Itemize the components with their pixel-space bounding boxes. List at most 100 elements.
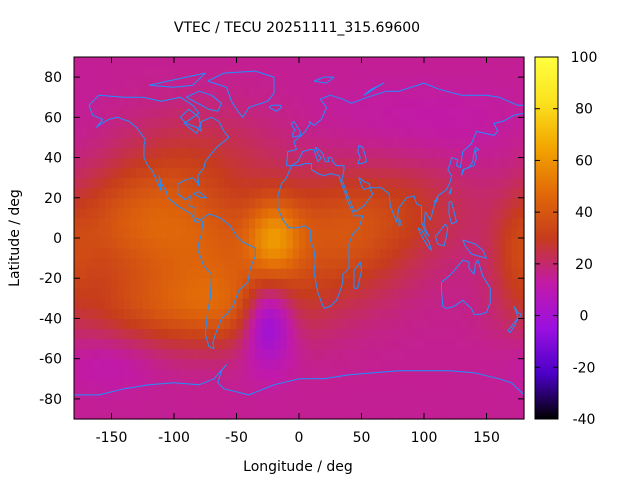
- heatmap-cell: [117, 77, 125, 88]
- heatmap-cell: [380, 388, 388, 400]
- heatmap-cell: [336, 217, 344, 229]
- heatmap-cell: [236, 77, 244, 88]
- heatmap-cell: [261, 358, 269, 370]
- heatmap-cell: [130, 207, 138, 219]
- heatmap-cell: [424, 348, 431, 360]
- heatmap-cell: [436, 308, 444, 320]
- heatmap-cell: [474, 77, 481, 88]
- heatmap-cell: [411, 97, 419, 108]
- heatmap-cell: [330, 57, 338, 68]
- heatmap-cell: [374, 358, 381, 370]
- heatmap-cell: [511, 258, 519, 269]
- heatmap-cell: [367, 368, 375, 380]
- heatmap-cell: [292, 388, 300, 400]
- heatmap-cell: [149, 268, 156, 279]
- heatmap-cell: [442, 107, 450, 118]
- heatmap-cell: [255, 338, 263, 350]
- heatmap-cell: [336, 227, 344, 239]
- heatmap-cell: [267, 137, 275, 149]
- heatmap-cell: [430, 318, 438, 330]
- heatmap-cell: [205, 278, 213, 289]
- heatmap-cell: [224, 278, 231, 289]
- heatmap-cell: [105, 177, 113, 189]
- heatmap-cell: [230, 97, 238, 108]
- heatmap-cell: [499, 348, 506, 360]
- heatmap-cell: [236, 258, 244, 269]
- heatmap-cell: [292, 167, 300, 179]
- heatmap-cell: [492, 398, 500, 410]
- heatmap-cell: [74, 278, 81, 289]
- heatmap-cell: [430, 378, 438, 390]
- heatmap-cell: [305, 197, 313, 209]
- heatmap-cell: [474, 107, 481, 118]
- heatmap-cell: [455, 288, 463, 299]
- heatmap-cell: [299, 328, 306, 340]
- heatmap-cell: [117, 127, 125, 139]
- colorbar-tick-label: -40: [573, 412, 596, 428]
- heatmap-cell: [230, 77, 238, 88]
- heatmap-cell: [249, 278, 256, 289]
- heatmap-cell: [117, 378, 125, 390]
- heatmap-cell: [186, 107, 194, 118]
- heatmap-cell: [167, 398, 175, 410]
- heatmap-cell: [236, 238, 244, 249]
- heatmap-cell: [155, 388, 163, 400]
- heatmap-cell: [492, 308, 500, 320]
- heatmap-cell: [342, 167, 350, 179]
- heatmap-cell: [405, 238, 413, 249]
- heatmap-cell: [355, 238, 363, 249]
- heatmap-cell: [405, 197, 413, 209]
- heatmap-cell: [517, 57, 525, 68]
- heatmap-cell: [255, 348, 263, 360]
- heatmap-cell: [380, 238, 388, 249]
- colorbar-tick-label: -20: [573, 360, 596, 376]
- heatmap-cell: [311, 197, 319, 209]
- heatmap-cell: [186, 238, 194, 249]
- heatmap-cell: [274, 57, 281, 68]
- heatmap-cell: [174, 197, 181, 209]
- heatmap-cell: [392, 318, 400, 330]
- heatmap-cell: [436, 408, 444, 420]
- heatmap-cell: [292, 187, 300, 199]
- heatmap-cell: [105, 288, 113, 299]
- heatmap-cell: [311, 358, 319, 370]
- heatmap-cell: [236, 97, 244, 108]
- x-tick-label: -100: [158, 430, 190, 446]
- heatmap-cell: [436, 177, 444, 189]
- heatmap-cell: [199, 358, 206, 370]
- heatmap-cell: [124, 197, 131, 209]
- heatmap-cell: [361, 97, 369, 108]
- heatmap-cell: [192, 147, 200, 159]
- heatmap-cell: [386, 358, 394, 370]
- heatmap-cell: [424, 217, 431, 229]
- heatmap-cell: [130, 398, 138, 410]
- heatmap-cell: [217, 157, 225, 169]
- heatmap-cell: [436, 368, 444, 380]
- heatmap-cell: [380, 97, 388, 108]
- heatmap-cell: [99, 348, 106, 360]
- heatmap-cell: [317, 117, 325, 128]
- heatmap-cell: [517, 127, 525, 139]
- heatmap-cell: [480, 177, 488, 189]
- heatmap-cell: [474, 378, 481, 390]
- heatmap-cell: [486, 107, 494, 118]
- heatmap-cell: [399, 388, 406, 400]
- heatmap-cell: [242, 127, 250, 139]
- heatmap-cell: [86, 87, 94, 98]
- heatmap-cell: [236, 177, 244, 189]
- heatmap-cell: [342, 157, 350, 169]
- heatmap-cell: [124, 57, 131, 68]
- heatmap-cell: [449, 248, 456, 259]
- heatmap-cell: [255, 288, 263, 299]
- heatmap-cell: [174, 207, 181, 219]
- heatmap-cell: [367, 268, 375, 279]
- heatmap-cell: [417, 238, 425, 249]
- heatmap-cell: [374, 268, 381, 279]
- heatmap-cell: [142, 207, 150, 219]
- heatmap-cell: [286, 117, 294, 128]
- heatmap-cell: [330, 167, 338, 179]
- heatmap-cell: [311, 388, 319, 400]
- heatmap-cell: [405, 258, 413, 269]
- heatmap-cell: [167, 167, 175, 179]
- heatmap-cell: [136, 137, 144, 149]
